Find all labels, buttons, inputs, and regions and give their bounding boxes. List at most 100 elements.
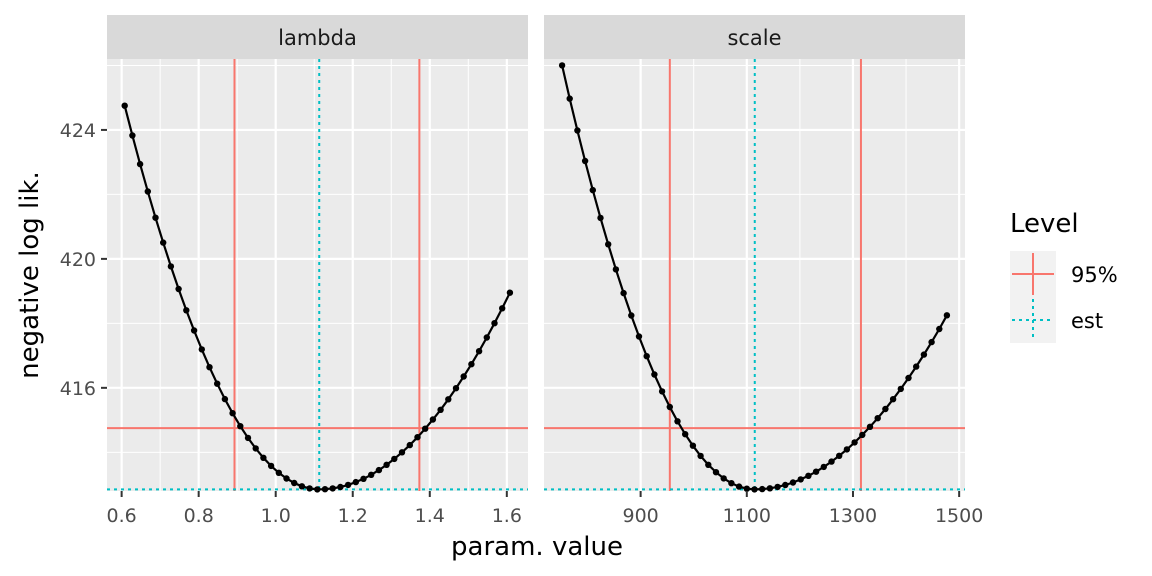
profile-point-lambda [437, 406, 444, 413]
strip-scale-bg [544, 15, 965, 59]
profile-point-scale [682, 431, 689, 438]
profile-point-scale [882, 405, 889, 413]
profile-point-scale [889, 396, 897, 403]
series-lambda [121, 102, 514, 493]
profile-point-scale [651, 371, 658, 378]
profile-point-scale [843, 446, 851, 453]
profile-point-scale [697, 452, 704, 460]
profile-point-lambda [368, 471, 375, 478]
profile-point-lambda [229, 410, 236, 417]
x-tick-label-scale: 1100 [723, 505, 771, 527]
legend-title: Level [1010, 209, 1079, 239]
x-axis-scale: 900 1100 1300 1500 [622, 491, 983, 527]
profile-point-lambda [183, 307, 190, 314]
x-tick-label-lambda: 0.8 [184, 505, 214, 527]
profile-point-scale [797, 476, 804, 483]
panel-lambda: lambda 0.6 0.8 1.0 1.2 1.4 1.6 [107, 15, 528, 527]
profile-point-lambda [283, 475, 290, 482]
profile-point-lambda [344, 481, 352, 489]
strip-lambda-bg [107, 15, 528, 59]
profile-point-scale [628, 312, 635, 319]
profile-point-lambda [352, 478, 359, 486]
profile-point-scale [789, 479, 797, 486]
profile-point-scale [751, 486, 758, 493]
profile-point-scale [820, 463, 827, 471]
profile-point-scale [558, 62, 566, 69]
profile-point-scale [874, 415, 881, 422]
profile-point-lambda [329, 485, 336, 492]
profile-point-scale [566, 95, 573, 102]
profile-point-scale [905, 374, 912, 382]
x-tick-label-scale: 1300 [829, 505, 877, 527]
profile-point-lambda [306, 485, 313, 492]
x-axis-lambda: 0.6 0.8 1.0 1.2 1.4 1.6 [107, 491, 522, 527]
profile-point-lambda [175, 285, 182, 293]
profile-point-scale [805, 472, 812, 479]
profile-point-lambda [267, 462, 275, 470]
profile-point-lambda [499, 305, 506, 312]
x-tick-label-scale: 900 [622, 505, 658, 527]
profile-point-lambda [321, 486, 329, 493]
legend-label-95: 95% [1071, 263, 1118, 287]
profile-point-scale [928, 338, 935, 346]
x-tick-label-lambda: 1.4 [415, 505, 445, 527]
x-tick-label-scale: 1500 [935, 505, 983, 527]
profile-point-lambda [422, 425, 429, 432]
profile-point-scale [913, 363, 920, 370]
profile-point-lambda [244, 434, 252, 442]
profile-point-scale [705, 461, 712, 468]
profile-point-scale [597, 214, 604, 222]
profile-point-lambda [252, 445, 259, 452]
profile-point-lambda [383, 461, 390, 468]
profile-point-scale [720, 475, 727, 482]
profile-point-scale [581, 157, 589, 165]
profile-point-lambda [398, 449, 406, 456]
profile-point-lambda [190, 327, 198, 334]
profile-point-lambda [129, 132, 136, 139]
profile-point-scale [812, 468, 820, 475]
profile-point-scale [635, 333, 643, 340]
profile-point-scale [620, 289, 627, 297]
profile-point-lambda [260, 454, 267, 461]
profile-point-scale [712, 469, 720, 476]
profile-point-lambda [360, 475, 367, 482]
profile-point-lambda [121, 102, 128, 109]
series-scale [558, 62, 951, 493]
profile-point-scale [674, 418, 681, 425]
profile-point-lambda [314, 486, 321, 493]
profile-point-lambda [445, 396, 452, 403]
profile-point-scale [589, 186, 596, 194]
profile-point-lambda [337, 483, 344, 491]
profile-point-lambda [152, 214, 159, 221]
profile-point-lambda [468, 361, 475, 368]
profile-point-scale [643, 353, 650, 360]
x-tick-label-lambda: 1.6 [492, 505, 522, 527]
legend: Level 95% est [1010, 209, 1118, 343]
profile-point-scale [859, 431, 866, 439]
profile-point-scale [666, 403, 673, 411]
profile-point-scale [774, 483, 781, 491]
profile-point-lambda [275, 469, 282, 476]
profile-point-lambda [136, 160, 144, 168]
profile-point-scale [897, 385, 904, 393]
profile-point-lambda [406, 441, 413, 449]
profile-point-scale [920, 351, 928, 358]
x-axis-title: param. value [451, 532, 623, 562]
profile-point-lambda [221, 395, 229, 403]
profile-point-scale [782, 481, 789, 489]
x-tick-label-lambda: 1.0 [261, 505, 291, 527]
profile-point-lambda [414, 434, 421, 441]
profile-point-lambda [491, 320, 498, 327]
profile-point-lambda [214, 380, 221, 387]
profile-point-scale [689, 442, 697, 449]
y-axis-title: negative log lik. [15, 171, 45, 379]
profile-point-lambda [391, 455, 398, 463]
profile-point-lambda [237, 423, 244, 430]
profile-point-lambda [298, 483, 306, 490]
profile-point-scale [612, 266, 620, 273]
profile-point-scale [743, 485, 750, 492]
profile-point-lambda [429, 416, 437, 423]
profile-point-lambda [452, 385, 460, 392]
profile-point-lambda [160, 239, 167, 246]
